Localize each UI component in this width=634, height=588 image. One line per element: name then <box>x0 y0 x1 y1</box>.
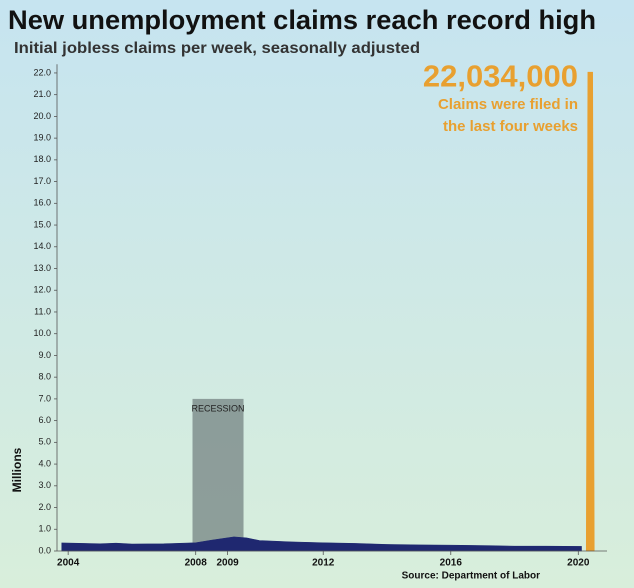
y-tick-label: 11.0 <box>34 306 51 316</box>
y-tick-label: 15.0 <box>33 219 51 229</box>
annotation-text: the last four weeks <box>443 118 578 135</box>
y-tick-label: 0.0 <box>38 545 51 555</box>
y-tick-label: 8.0 <box>38 372 51 382</box>
y-tick-label: 12.0 <box>33 285 51 295</box>
y-tick-label: 22.0 <box>33 67 51 77</box>
y-tick-label: 7.0 <box>38 393 51 403</box>
y-tick-label: 20.0 <box>33 111 51 121</box>
annotation-text: Claims were filed in <box>438 96 578 113</box>
area <box>61 536 582 552</box>
y-tick-label: 18.0 <box>33 154 51 164</box>
y-tick-label: 19.0 <box>33 133 51 143</box>
y-tick-label: 13.0 <box>33 263 51 273</box>
area <box>585 71 595 552</box>
x-tick-label: 2004 <box>57 558 80 569</box>
y-tick-label: 10.0 <box>33 328 51 338</box>
x-tick-label: 2012 <box>312 558 335 569</box>
y-tick-label: 1.0 <box>38 524 51 534</box>
y-tick-label: 6.0 <box>38 415 51 425</box>
x-tick-label: 2016 <box>440 558 463 569</box>
x-tick-label: 2009 <box>216 558 239 569</box>
y-tick-label: 2.0 <box>38 502 51 512</box>
chart-title: New unemployment claims reach record hig… <box>8 5 596 35</box>
y-tick-label: 21.0 <box>33 89 51 99</box>
y-axis-label: Millions <box>10 447 24 492</box>
y-tick-label: 3.0 <box>38 480 51 490</box>
x-tick-label: 2020 <box>567 558 590 569</box>
y-tick-label: 14.0 <box>33 241 51 251</box>
y-tick-label: 5.0 <box>38 437 51 447</box>
y-tick-label: 4.0 <box>38 458 51 468</box>
y-tick-label: 9.0 <box>38 350 51 360</box>
chart-subtitle: Initial jobless claims per week, seasona… <box>14 40 420 57</box>
recession-label: RECESSION <box>192 403 245 413</box>
source: Source: Department of Labor <box>402 571 540 582</box>
y-tick-label: 17.0 <box>33 176 51 186</box>
y-tick-label: 16.0 <box>33 198 51 208</box>
annotation-value: 22,034,000 <box>423 58 578 93</box>
recession-band <box>192 398 244 551</box>
x-tick-label: 2008 <box>185 558 208 569</box>
